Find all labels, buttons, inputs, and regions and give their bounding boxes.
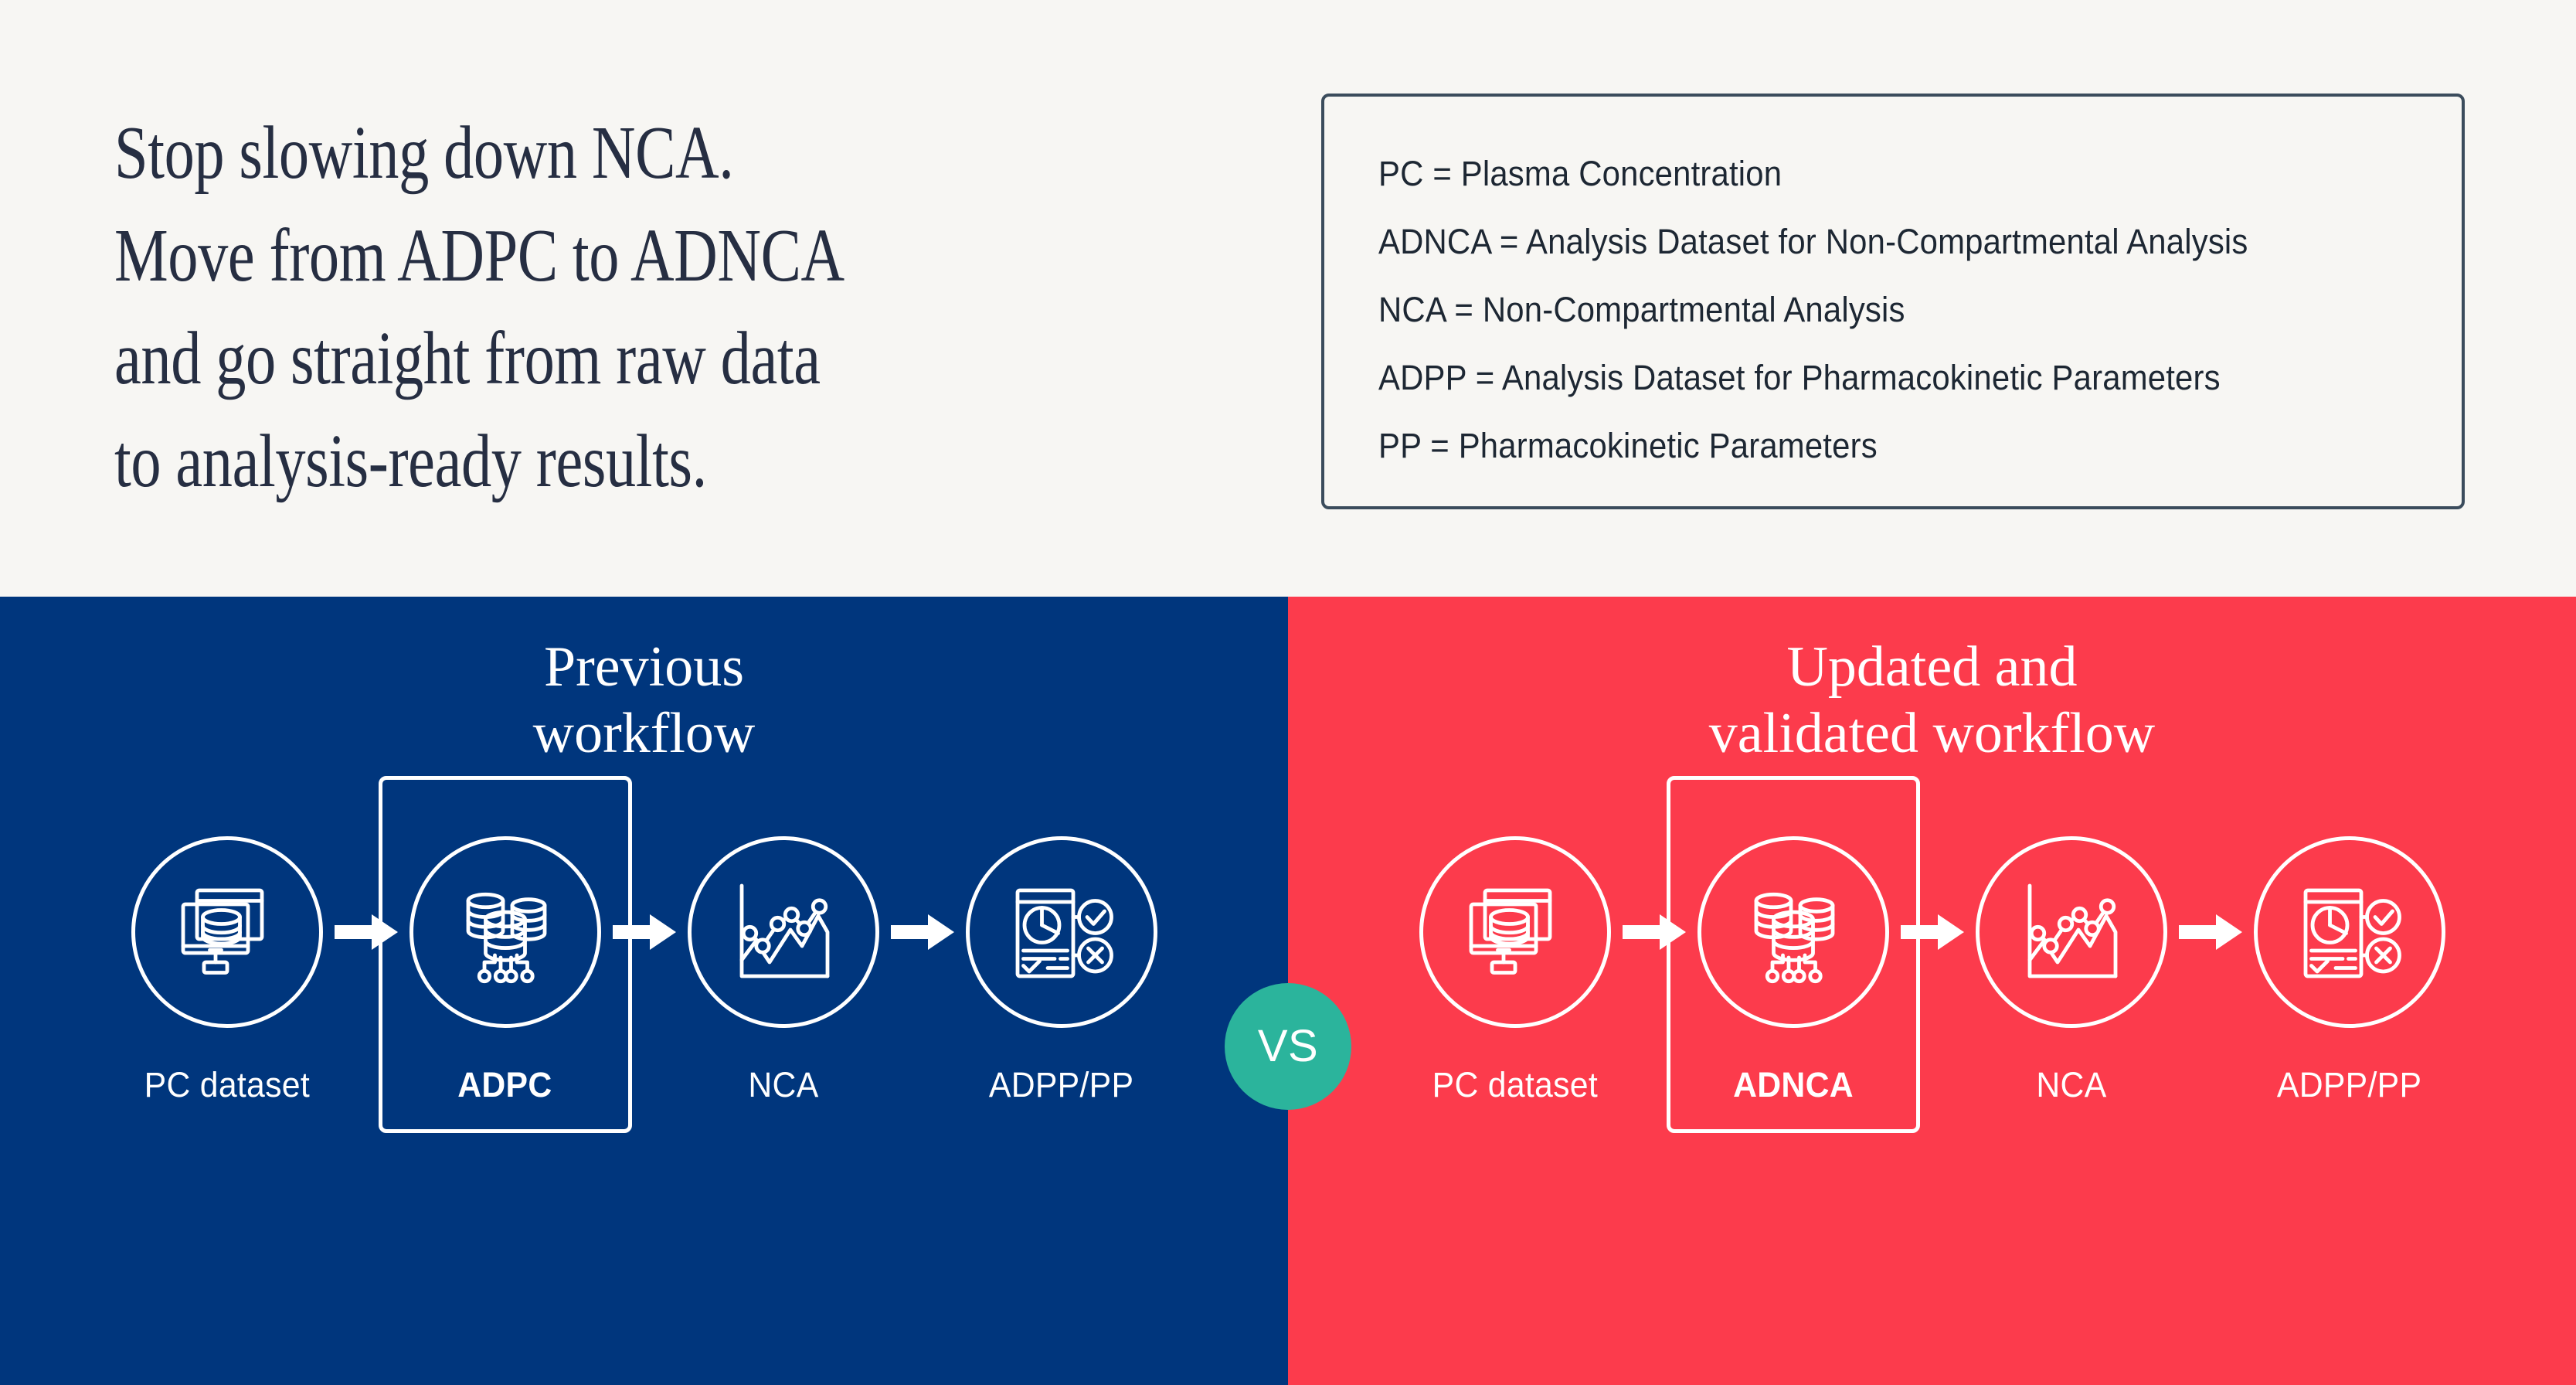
workflow-step-adnca[interactable]: ADNCA	[1666, 776, 1920, 1133]
abbreviation-legend-box: PC = Plasma Concentration ADNCA = Analys…	[1321, 94, 2465, 509]
flow-arrow	[2167, 836, 2254, 1028]
arrow-right-icon	[2178, 914, 2242, 950]
workflow-step-pc-dataset[interactable]: PC dataset	[1419, 836, 1611, 1105]
vs-badge: VS	[1225, 983, 1351, 1110]
monitor-database-icon	[181, 888, 263, 975]
flow-arrow	[601, 836, 688, 1028]
flow-arrow	[1611, 836, 1698, 1028]
step-icon-circle	[409, 836, 601, 1028]
workflow-step-pc-dataset[interactable]: PC dataset	[131, 836, 323, 1105]
legend-item: ADPP = Analysis Dataset for Pharmacokine…	[1378, 358, 2221, 397]
workflow-steps-previous: PC dataset	[0, 776, 1288, 1133]
line-chart-icon	[739, 883, 829, 978]
step-label: ADPP/PP	[2276, 1065, 2422, 1104]
step-label: NCA	[2035, 1065, 2107, 1104]
panel-title: Updated and validated workflow	[1708, 635, 2156, 765]
step-label: PC dataset	[1432, 1065, 1598, 1104]
workflow-step-nca[interactable]: NCA	[687, 836, 879, 1105]
legend-item: PC = Plasma Concentration	[1378, 154, 1782, 193]
vs-badge-label: VS	[1257, 1021, 1319, 1071]
step-label: ADNCA	[1732, 1065, 1854, 1104]
workflow-step-nca[interactable]: NCA	[1975, 836, 2167, 1105]
step-icon-circle	[2253, 836, 2445, 1028]
flow-arrow	[323, 836, 410, 1028]
legend-item: PP = Pharmacokinetic Parameters	[1378, 426, 1878, 465]
report-results-icon	[2303, 888, 2401, 978]
step-label: ADPP/PP	[988, 1065, 1134, 1104]
workflow-step-adpc[interactable]: ADPC	[378, 776, 632, 1133]
arrow-right-icon	[1622, 914, 1686, 950]
database-cluster-icon	[466, 892, 546, 984]
step-icon-circle	[687, 836, 879, 1028]
arrow-right-icon	[612, 914, 676, 950]
step-icon-circle	[965, 836, 1157, 1028]
report-results-icon	[1015, 888, 1113, 978]
panel-title: Previous workflow	[532, 635, 756, 765]
panel-updated-workflow: Updated and validated workflow	[1288, 597, 2576, 1385]
step-label: NCA	[747, 1065, 819, 1104]
legend-item: ADNCA = Analysis Dataset for Non-Compart…	[1378, 222, 2248, 261]
step-icon-circle	[1697, 836, 1889, 1028]
step-icon-circle	[131, 836, 323, 1028]
flow-arrow	[879, 836, 966, 1028]
database-cluster-icon	[1754, 892, 1834, 984]
page-headline: Stop slowing down NCA. Move from ADPC to…	[114, 111, 845, 503]
arrow-right-icon	[1900, 914, 1964, 950]
arrow-right-icon	[334, 914, 398, 950]
step-label: PC dataset	[144, 1065, 310, 1104]
arrow-right-icon	[890, 914, 954, 950]
step-label: ADPC	[457, 1065, 552, 1104]
flow-arrow	[1889, 836, 1976, 1028]
header-section: Stop slowing down NCA. Move from ADPC to…	[0, 0, 2576, 597]
step-icon-circle	[1975, 836, 2167, 1028]
workflow-step-adpp-pp[interactable]: ADPP/PP	[2253, 836, 2445, 1105]
panel-previous-workflow: Previous workflow	[0, 597, 1288, 1385]
workflow-steps-updated: PC dataset	[1288, 776, 2576, 1133]
step-icon-circle	[1419, 836, 1611, 1028]
monitor-database-icon	[1469, 888, 1551, 975]
workflow-step-adpp-pp[interactable]: ADPP/PP	[965, 836, 1157, 1105]
line-chart-icon	[2027, 883, 2117, 978]
legend-item: NCA = Non-Compartmental Analysis	[1378, 290, 1905, 329]
